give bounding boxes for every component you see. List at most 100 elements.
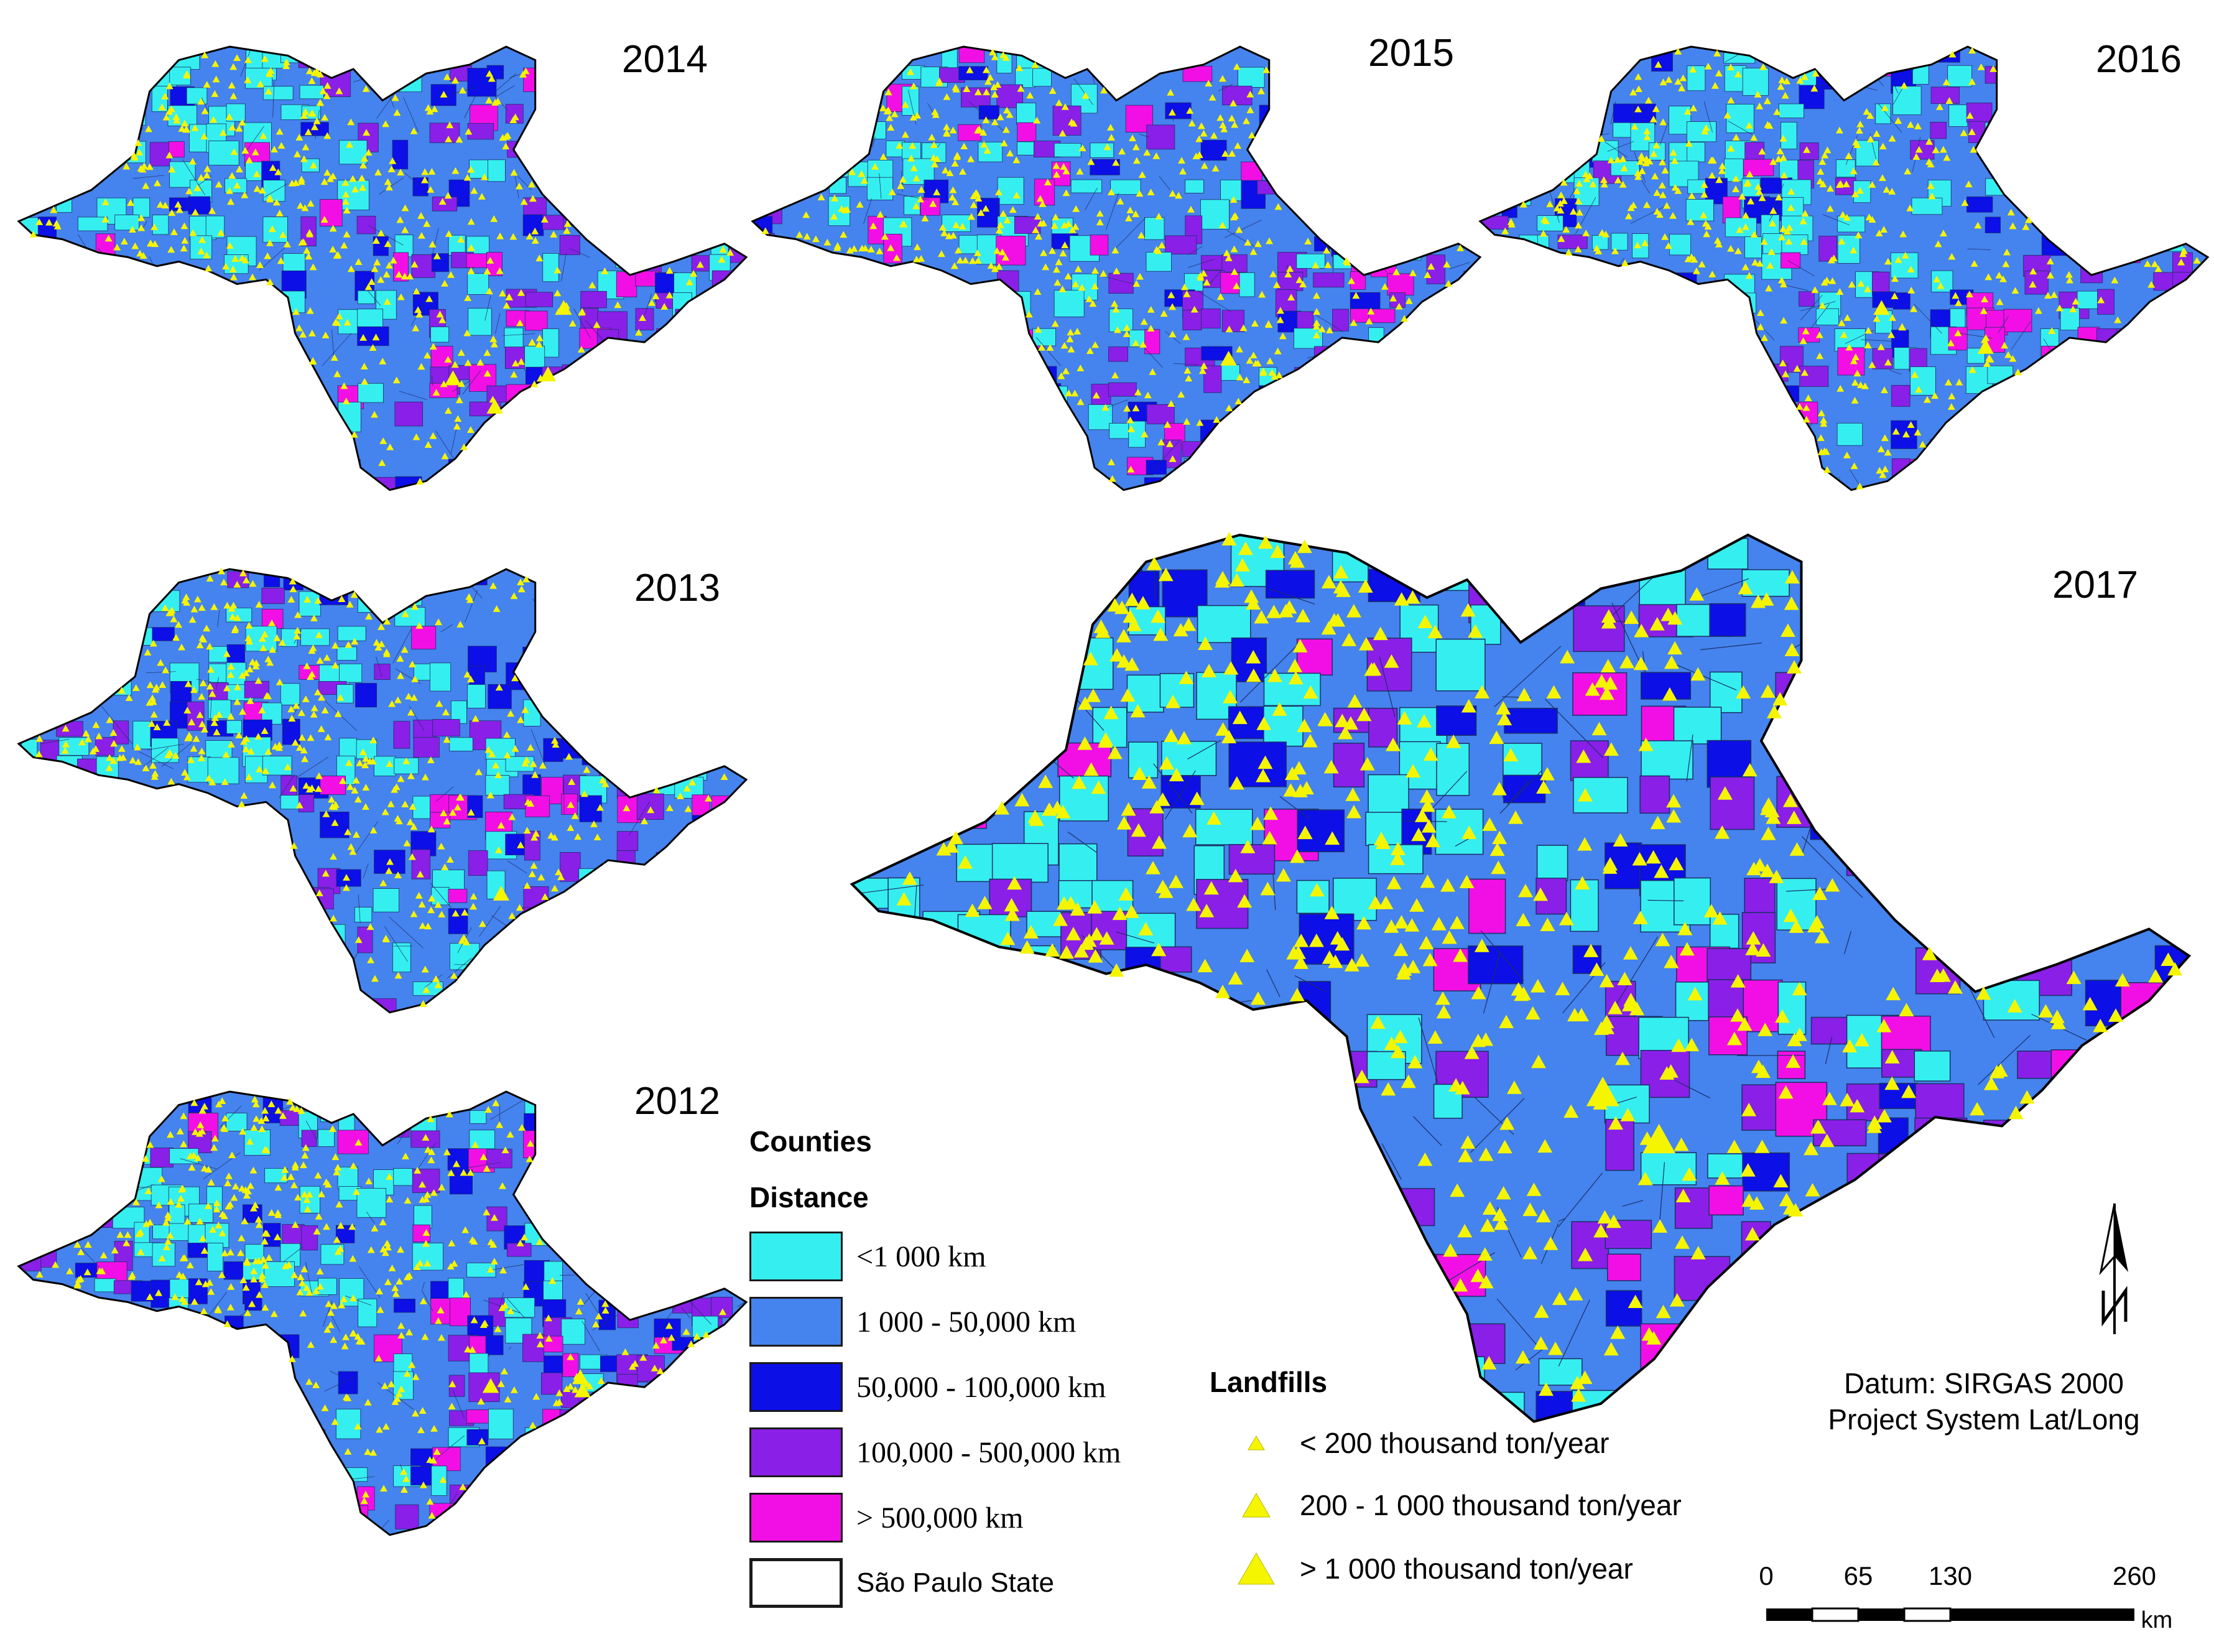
landfill-marker: [1888, 187, 1896, 195]
landfill-marker: [269, 164, 277, 171]
county-patch: [1480, 364, 1506, 381]
county-boundary: [1279, 177, 1317, 192]
landfill-marker: [1822, 448, 1830, 455]
county-patch: [467, 273, 489, 295]
county-patch: [187, 1428, 213, 1445]
landfill-marker: [440, 90, 448, 98]
county-boundary: [1239, 643, 1300, 703]
county-boundary: [1846, 1279, 1861, 1341]
landfill-marker: [1763, 97, 1771, 104]
county-boundary: [220, 1105, 242, 1128]
landfill-marker: [1737, 1017, 1753, 1031]
county-patch: [637, 103, 668, 127]
county-patch: [1915, 1083, 1965, 1122]
landfill-marker: [342, 190, 350, 198]
landfill-marker: [1508, 810, 1524, 824]
landfill-marker: [1628, 1294, 1643, 1309]
county-boundary: [435, 1435, 465, 1460]
county-patch: [1387, 402, 1414, 430]
county-patch: [599, 756, 629, 776]
landfill-marker: [310, 161, 318, 169]
county-patch: [505, 1504, 527, 1526]
county-patch: [1708, 1185, 1744, 1216]
county-boundary: [1432, 186, 1457, 217]
county-patch: [543, 983, 575, 1010]
county-patch: [149, 830, 165, 853]
landfill-marker: [1492, 830, 1508, 845]
county-patch: [1741, 1356, 1771, 1408]
county-patch: [429, 1503, 461, 1517]
county-patch: [487, 159, 506, 182]
landfill-marker: [517, 716, 525, 723]
county-boundary: [1972, 792, 1976, 810]
county-patch: [1555, 49, 1585, 72]
county-patch: [22, 869, 39, 893]
landfill-marker: [1066, 335, 1074, 343]
county-patch: [243, 1392, 261, 1416]
county-patch: [2117, 345, 2150, 361]
county-patch: [997, 402, 1018, 428]
landfill-marker: [488, 75, 496, 82]
landfill-marker: [1140, 318, 1148, 325]
landfill-marker: [269, 646, 277, 653]
landfill-marker: [1256, 717, 1272, 730]
county-patch: [1481, 273, 1514, 294]
landfill-marker: [1542, 217, 1550, 225]
county-patch: [38, 983, 70, 1012]
landfill-marker: [396, 655, 404, 662]
landfill-marker: [403, 839, 411, 847]
landfill-marker: [1256, 769, 1271, 782]
landfill-marker: [647, 806, 655, 814]
county-patch: [131, 1148, 152, 1165]
county-patch: [655, 86, 680, 102]
county-boundary: [1279, 796, 1310, 819]
landfill-marker: [1108, 134, 1116, 141]
county-patch: [958, 536, 998, 580]
county-boundary: [1934, 470, 1954, 490]
county-boundary: [936, 143, 941, 149]
landfill-marker: [362, 754, 370, 762]
landfill-marker: [532, 1393, 540, 1400]
landfill-marker: [916, 195, 924, 203]
county-patch: [2050, 1118, 2109, 1151]
landfill-marker: [385, 261, 393, 269]
landfill-marker: [246, 666, 254, 672]
county-boundary: [300, 1479, 334, 1500]
landfill-marker: [1873, 300, 1890, 315]
county-patch: [466, 1263, 496, 1278]
landfill-marker: [246, 1182, 254, 1189]
county-patch: [1575, 104, 1600, 133]
county-boundary: [2085, 200, 2113, 214]
county-patch: [655, 1447, 679, 1472]
landfill-marker: [203, 81, 211, 88]
landfill-marker: [494, 1325, 502, 1332]
landfill-marker: [1795, 403, 1804, 410]
landfill-marker: [503, 751, 511, 759]
county-patch: [544, 141, 566, 161]
county-patch: [113, 720, 129, 745]
landfill-marker: [1606, 1214, 1621, 1228]
landfill-marker: [1690, 1246, 1706, 1260]
county-patch: [560, 608, 589, 634]
landfill-marker: [1233, 282, 1241, 289]
landfill-marker: [1365, 317, 1373, 325]
landfill-marker: [351, 786, 359, 794]
landfill-marker: [2024, 216, 2032, 223]
landfill-marker: [137, 224, 146, 231]
county-patch: [339, 663, 363, 683]
landfill-marker: [886, 114, 894, 121]
landfill-marker: [146, 681, 154, 689]
landfill-marker: [1700, 181, 1708, 188]
landfill-marker: [719, 1308, 727, 1316]
landfill-marker: [526, 233, 534, 239]
landfill-marker: [419, 1481, 427, 1488]
landfill-marker: [1295, 608, 1311, 623]
landfill-marker: [379, 358, 387, 364]
landfill-marker: [330, 1302, 338, 1309]
county-patch: [336, 1409, 361, 1439]
landfill-marker: [1827, 256, 1835, 264]
county-patch: [1054, 290, 1085, 317]
landfill-marker: [1820, 420, 1828, 427]
landfill-marker: [1240, 840, 1256, 853]
landfill-marker: [221, 1250, 229, 1256]
